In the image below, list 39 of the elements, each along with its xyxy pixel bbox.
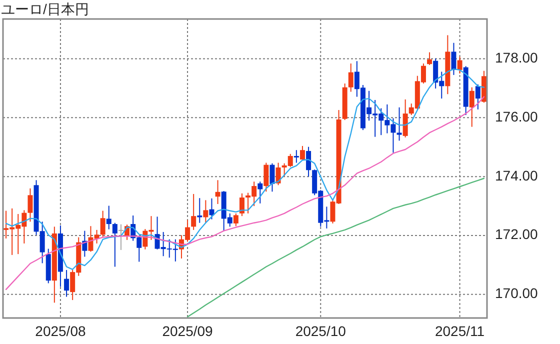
candlestick xyxy=(239,192,244,217)
candlestick xyxy=(112,222,118,268)
candlestick xyxy=(475,84,480,110)
y-tick-label: 178.00 xyxy=(495,49,538,66)
x-tick-label: 2025/11 xyxy=(434,323,485,339)
candlestick xyxy=(215,180,220,204)
candlestick xyxy=(191,193,196,230)
candlestick xyxy=(348,62,354,92)
candlestick xyxy=(451,42,456,76)
candlestick xyxy=(469,86,474,128)
x-tick-label: 2025/10 xyxy=(295,323,346,339)
y-tick-label: 176.00 xyxy=(495,108,538,124)
candlestick xyxy=(396,106,402,142)
y-tick-label: 172.00 xyxy=(495,226,538,242)
candlestick xyxy=(64,269,70,298)
candlestick xyxy=(270,162,275,192)
y-tick-label: 170.00 xyxy=(495,285,538,302)
candlestick xyxy=(306,146,312,178)
chart-title: ユーロ/日本円 xyxy=(1,1,89,17)
candlestick xyxy=(197,198,202,224)
candlestick xyxy=(28,188,33,222)
candlestick xyxy=(294,150,299,164)
candlestick xyxy=(106,205,112,230)
x-tick-label: 2025/08 xyxy=(35,323,86,339)
candlestick xyxy=(427,52,432,66)
y-tick-label: 174.00 xyxy=(495,167,538,184)
candlestick xyxy=(402,98,408,138)
candlestick xyxy=(209,198,214,220)
candlestick xyxy=(264,162,269,192)
x-tick-label: 2025/09 xyxy=(162,323,214,339)
candlestick xyxy=(203,200,208,224)
candlestick xyxy=(100,210,106,238)
candlestick xyxy=(457,56,462,74)
line-series xyxy=(186,178,485,318)
candlestick xyxy=(300,145,305,160)
candlestick xyxy=(276,162,281,186)
candlestick xyxy=(118,224,124,250)
candlestick xyxy=(258,181,263,204)
candlestick xyxy=(233,212,238,227)
